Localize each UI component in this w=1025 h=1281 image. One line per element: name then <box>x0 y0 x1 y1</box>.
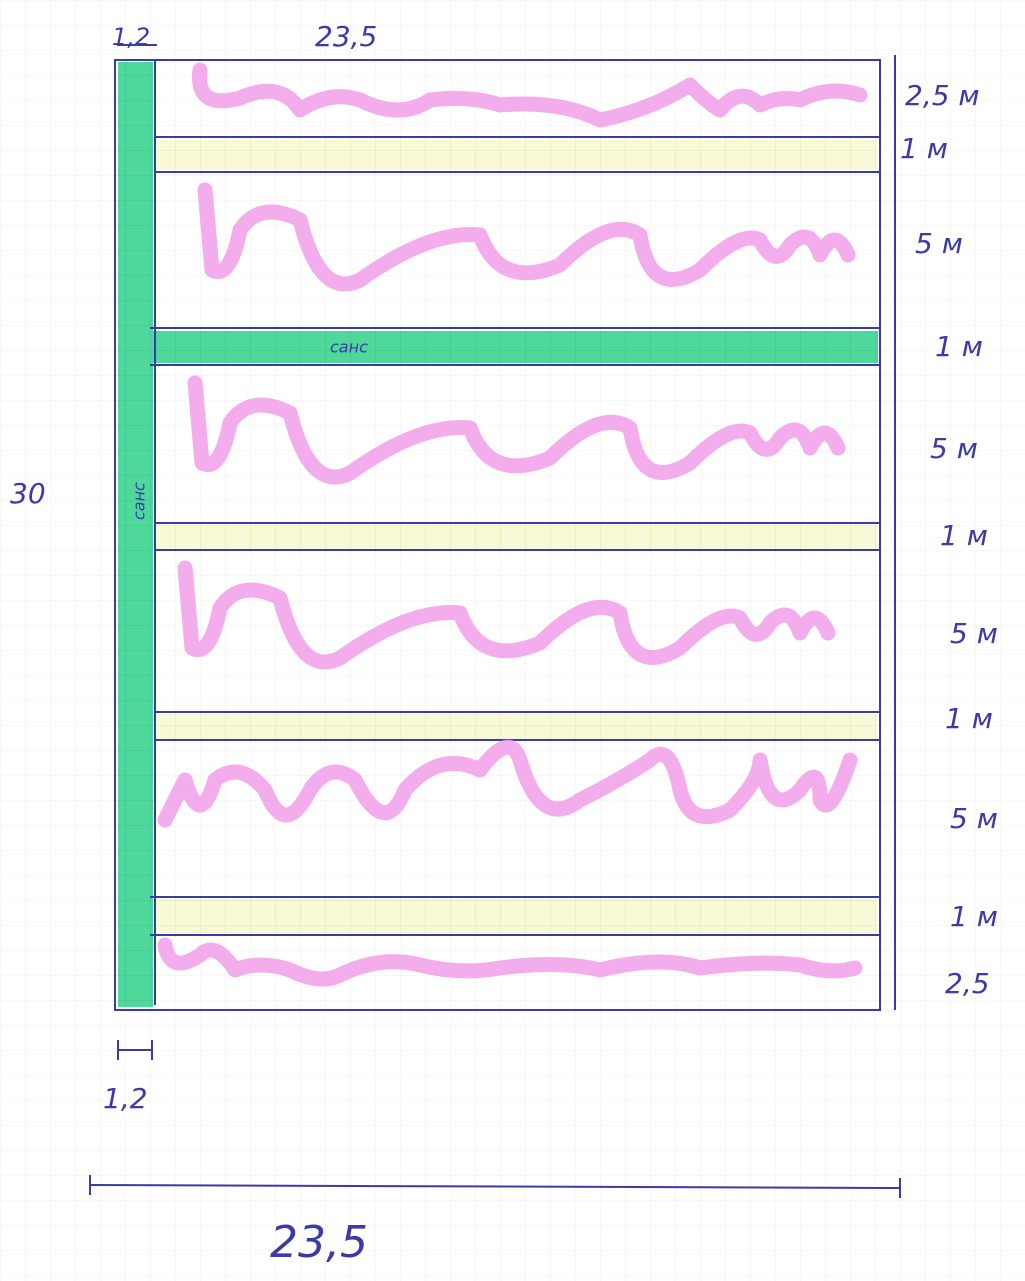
row-size-label: 5 м <box>930 432 978 465</box>
row-size-label: 1 м <box>945 702 993 735</box>
row-size-label: 2,5 м <box>905 79 980 112</box>
green-path <box>118 62 878 1007</box>
height-dim: 30 <box>10 477 46 510</box>
row-size-label: 1 м <box>900 132 948 165</box>
path-label: санс <box>130 482 149 520</box>
row-size-label: 5 м <box>950 802 998 835</box>
path-label: санс <box>330 338 368 357</box>
row-size-label: 2,5 <box>945 967 990 1000</box>
row-size-label: 1 м <box>935 330 983 363</box>
beds <box>157 62 868 987</box>
row-labels: 2,5 м 1 м 5 м 1 м 5 м 1 м 5 м 1 м 5 м 1 м 2,5 <box>900 79 998 1000</box>
bottom-left-dim: 1,2 <box>103 1082 148 1115</box>
top-left-dim: 1,2 <box>112 23 150 51</box>
bottom-width-dim: 23,5 <box>270 1217 368 1268</box>
frame <box>89 44 901 1198</box>
row-size-label: 1 м <box>940 519 988 552</box>
top-width-dim: 23,5 <box>315 20 377 53</box>
strips <box>155 140 877 933</box>
row-size-label: 5 м <box>950 617 998 650</box>
row-size-label: 1 м <box>950 900 998 933</box>
row-size-label: 5 м <box>915 227 963 260</box>
